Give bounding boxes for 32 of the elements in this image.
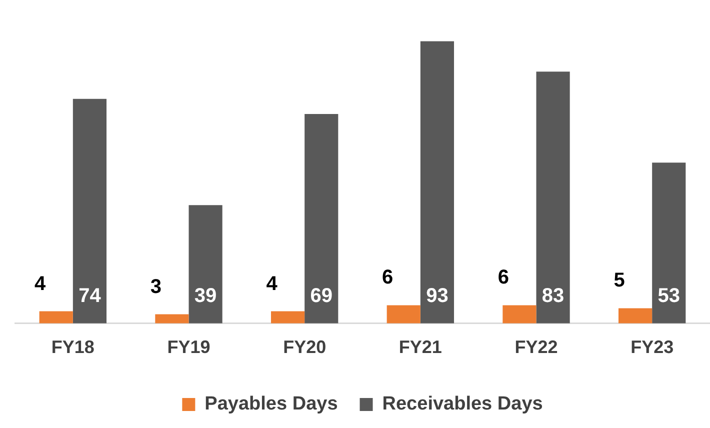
data-label: 83 — [542, 284, 564, 307]
data-label: 4 — [34, 272, 47, 295]
data-label: 74 — [78, 284, 102, 307]
bar — [502, 305, 536, 324]
data-label: 6 — [498, 266, 510, 289]
bar — [618, 308, 652, 324]
data-label: 5 — [614, 270, 625, 292]
data-label: 53 — [658, 284, 680, 307]
bar — [420, 41, 454, 324]
x-tick-label: FY18 — [51, 337, 94, 358]
bar — [270, 311, 305, 324]
data-label: 69 — [310, 284, 333, 307]
legend-label: Payables Days — [204, 394, 338, 415]
data-label: 4 — [266, 272, 278, 295]
x-tick-label: FY19 — [167, 337, 210, 358]
x-tick-label: FY21 — [398, 337, 442, 358]
bar — [536, 72, 570, 324]
data-label: 6 — [382, 266, 394, 289]
bar — [386, 305, 420, 324]
x-tick-label: FY23 — [630, 337, 674, 358]
bar — [652, 162, 686, 324]
bar — [155, 314, 189, 324]
x-tick-label: FY22 — [514, 337, 558, 358]
bar — [39, 311, 73, 324]
legend-label: Receivables Days — [382, 394, 543, 415]
data-label: 3 — [150, 276, 162, 298]
data-label: 39 — [194, 284, 217, 307]
bar — [72, 98, 107, 324]
x-tick-label: FY20 — [283, 337, 326, 358]
data-label: 93 — [426, 284, 448, 307]
bar — [188, 205, 222, 324]
bar — [304, 114, 338, 324]
